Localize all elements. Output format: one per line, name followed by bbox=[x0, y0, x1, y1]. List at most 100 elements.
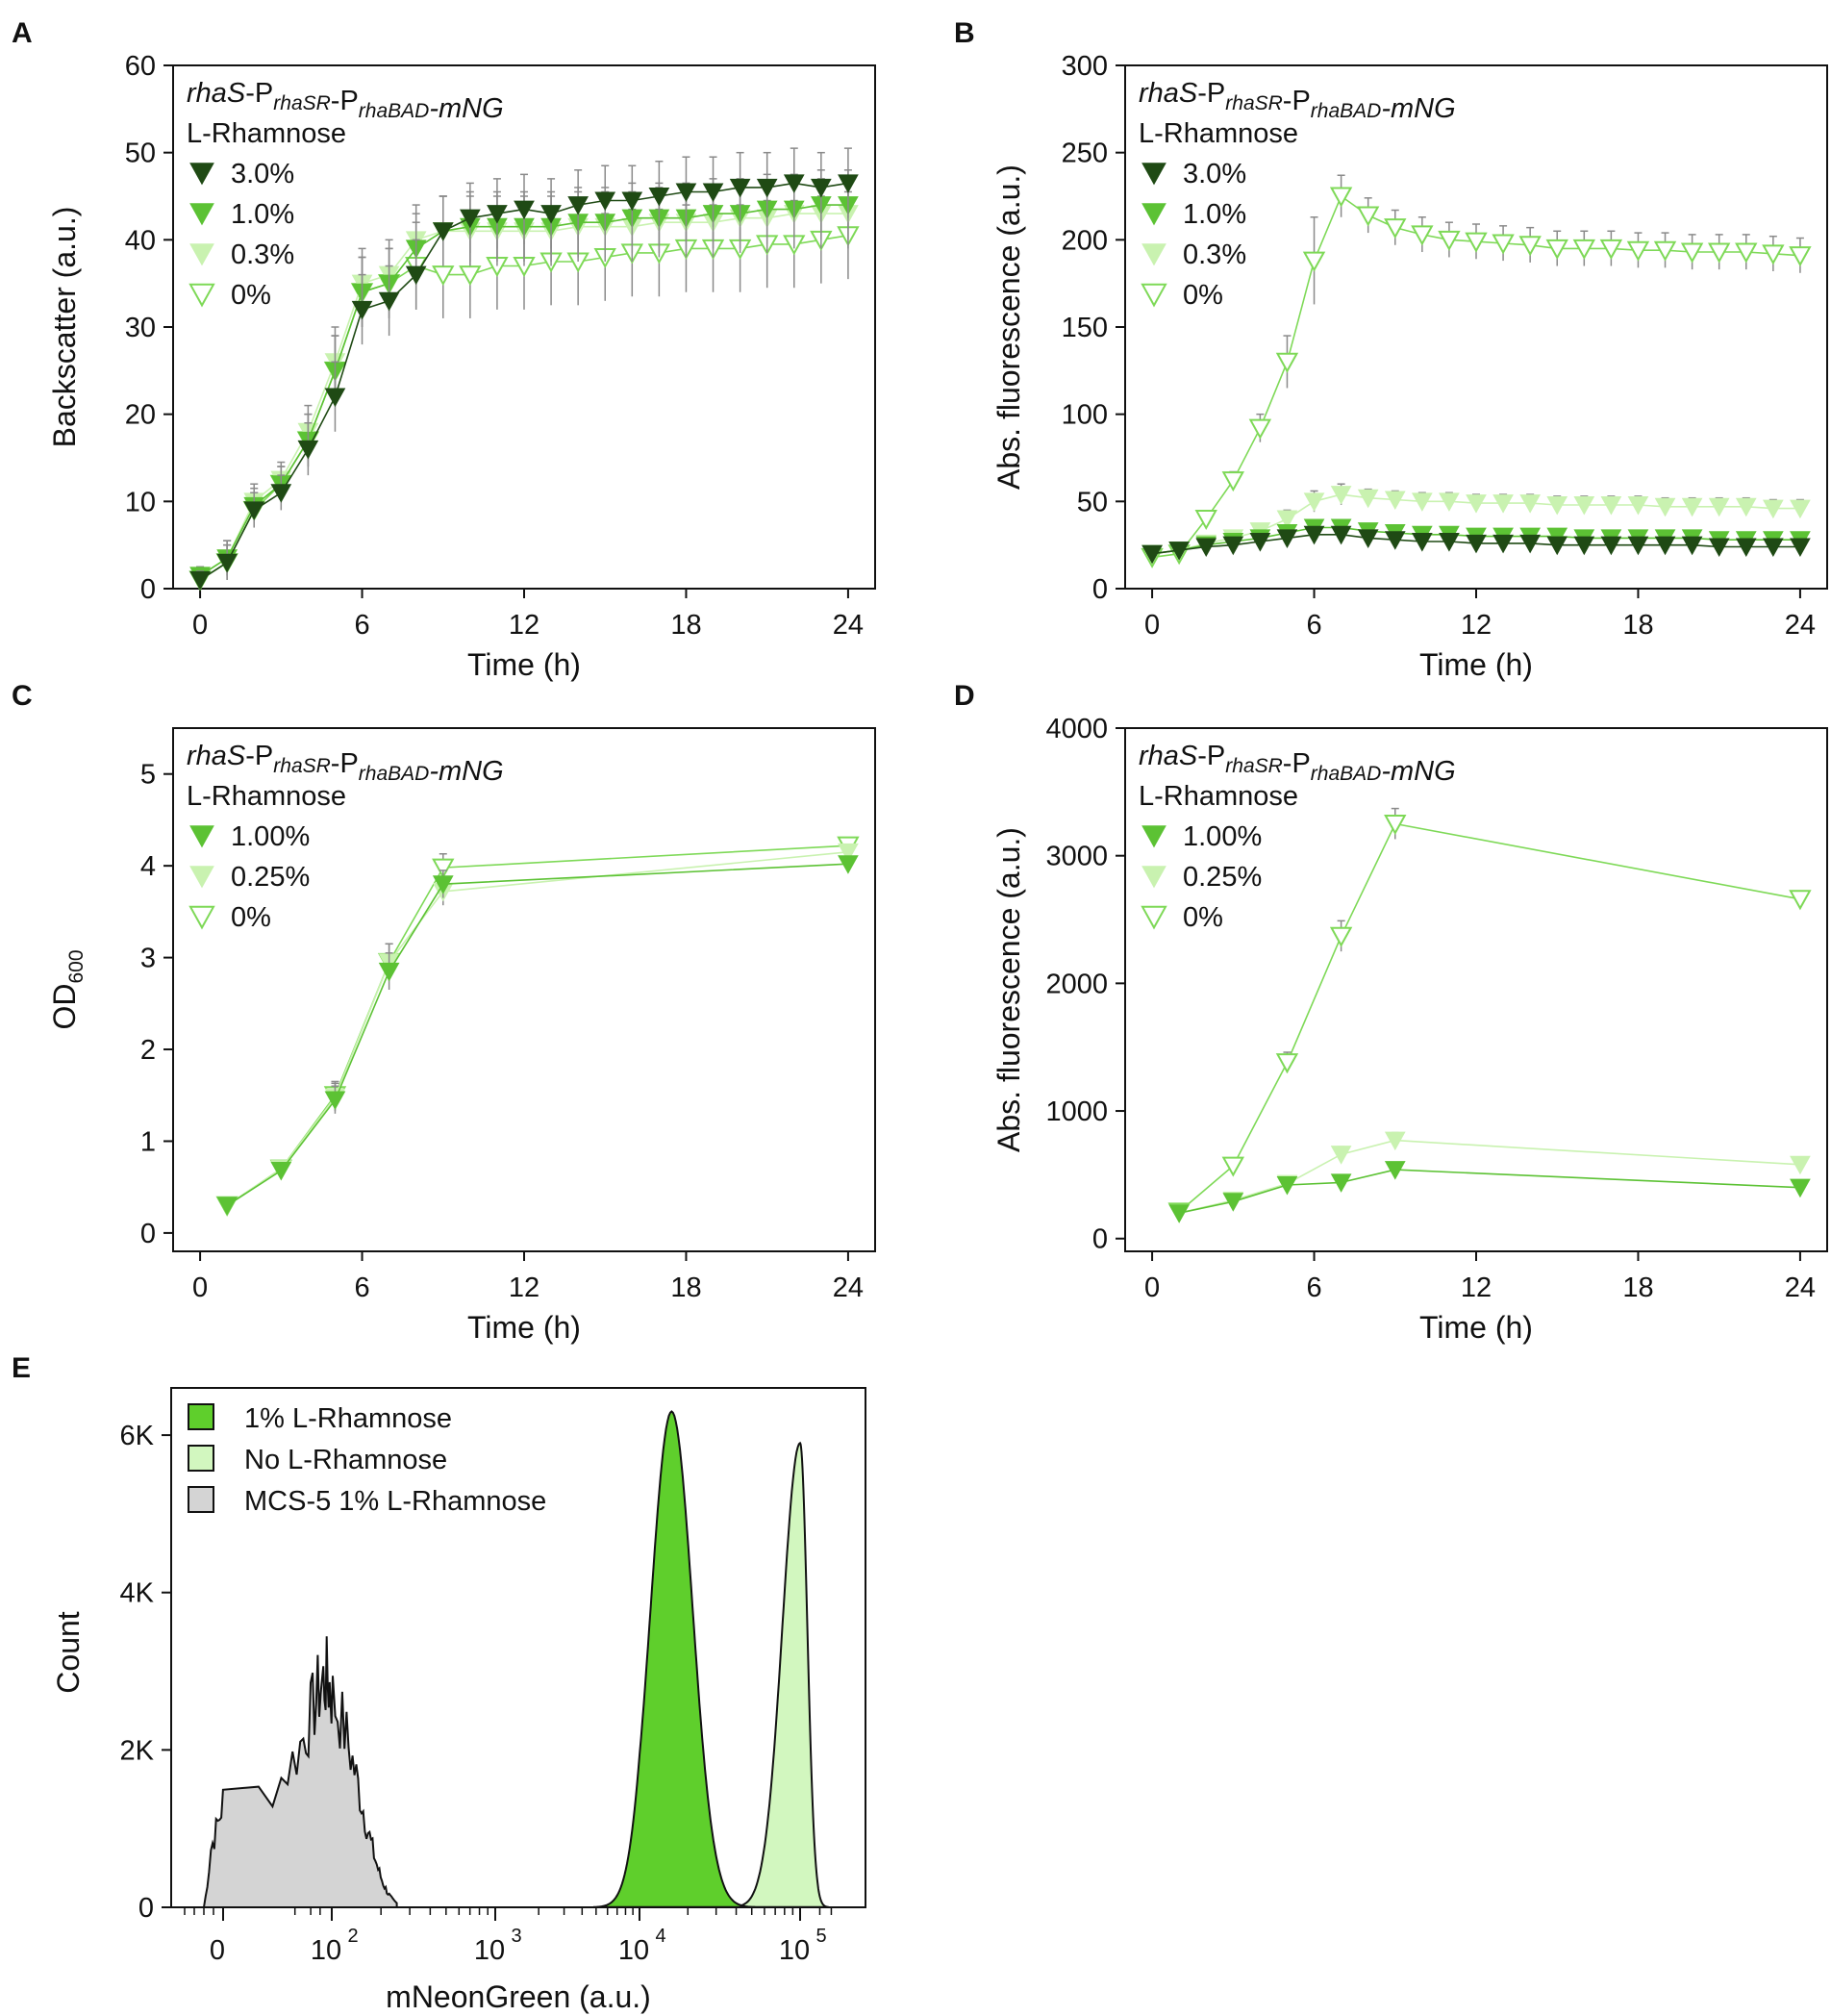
legend-title-part: rhaS bbox=[1139, 78, 1198, 109]
data-point bbox=[1439, 492, 1460, 512]
data-point bbox=[1168, 542, 1191, 561]
data-point bbox=[1518, 236, 1542, 257]
data-point bbox=[1466, 534, 1487, 554]
x-tick-label: 18 bbox=[670, 610, 701, 641]
x-tick-label: 10 bbox=[474, 1935, 505, 1966]
data-point bbox=[783, 174, 805, 193]
legend-title-part: rhaSR bbox=[273, 755, 331, 777]
y-tick-label: 1 bbox=[140, 1126, 156, 1157]
data-point bbox=[189, 570, 211, 591]
x-axis-label: mNeonGreen (a.u.) bbox=[386, 1979, 651, 2014]
legend-label: 0.25% bbox=[1183, 862, 1262, 893]
data-point bbox=[459, 209, 481, 229]
data-point bbox=[1195, 538, 1217, 558]
data-point bbox=[1330, 1146, 1352, 1165]
data-point bbox=[838, 843, 859, 863]
y-axis-label: OD600 bbox=[47, 949, 88, 1029]
legend-title-part: rhaSR bbox=[1225, 92, 1283, 114]
data-point bbox=[1790, 1155, 1811, 1175]
data-point bbox=[1329, 926, 1353, 947]
data-point bbox=[1330, 486, 1352, 505]
data-point bbox=[702, 183, 724, 202]
data-point bbox=[648, 188, 670, 207]
data-point bbox=[487, 205, 508, 224]
legend-title-part: -mNG bbox=[429, 756, 503, 787]
legend-marker bbox=[1141, 283, 1167, 308]
y-tick-label: 50 bbox=[125, 139, 156, 169]
x-tick-label: 10 bbox=[311, 1935, 341, 1966]
y-axis-label-sub: 600 bbox=[65, 949, 88, 983]
data-point bbox=[1329, 187, 1353, 208]
legend-marker bbox=[188, 283, 215, 308]
legend-label: MCS-5 1% L-Rhamnose bbox=[244, 1486, 546, 1517]
x-axis-label: Time (h) bbox=[467, 647, 581, 682]
data-point bbox=[1573, 536, 1595, 556]
data-point bbox=[1222, 1193, 1244, 1212]
data-point bbox=[1330, 1173, 1352, 1193]
legend-title-part: -mNG bbox=[429, 93, 503, 124]
data-point bbox=[1249, 533, 1271, 552]
series-line bbox=[1179, 1169, 1800, 1214]
legend-title-part: rhaS bbox=[187, 741, 246, 771]
data-point bbox=[1384, 815, 1407, 836]
x-tick-label: 0 bbox=[1144, 610, 1160, 641]
data-point bbox=[432, 858, 455, 879]
legend-title-part: -P bbox=[1197, 78, 1225, 109]
data-point bbox=[1168, 1204, 1191, 1223]
panel-letter-e: E bbox=[12, 1352, 31, 1384]
legend-marker bbox=[1141, 825, 1166, 848]
x-tick-label: 24 bbox=[1785, 610, 1816, 641]
x-tick-label: 12 bbox=[1461, 610, 1492, 641]
legend-title-part: rhaS bbox=[1139, 741, 1198, 771]
y-tick-label: 30 bbox=[125, 313, 156, 343]
data-point bbox=[1573, 495, 1595, 516]
x-tick-label: 0 bbox=[192, 1273, 208, 1303]
series-line bbox=[226, 863, 848, 1206]
legend-marker bbox=[189, 163, 214, 186]
data-point bbox=[1384, 1161, 1406, 1180]
data-point bbox=[432, 265, 455, 287]
data-point bbox=[1627, 495, 1649, 516]
data-point bbox=[1790, 1178, 1811, 1198]
legend-marker bbox=[188, 905, 215, 930]
legend-label: 1% L-Rhamnose bbox=[244, 1403, 452, 1434]
series-line bbox=[226, 844, 848, 1206]
legend-title-part: -P bbox=[331, 748, 359, 779]
data-point bbox=[1626, 240, 1650, 262]
data-point bbox=[432, 222, 454, 241]
y-tick-label: 200 bbox=[1062, 225, 1108, 256]
data-point bbox=[675, 183, 697, 202]
data-point bbox=[1681, 497, 1703, 517]
x-tick-exponent: 4 bbox=[655, 1926, 665, 1947]
data-point bbox=[459, 265, 482, 287]
y-axis-label: Abs. fluorescence (a.u.) bbox=[991, 164, 1026, 490]
data-point bbox=[1411, 225, 1434, 246]
data-point bbox=[324, 388, 346, 408]
data-point bbox=[1572, 239, 1596, 260]
panel-letter-a: A bbox=[12, 17, 33, 49]
legend-label: 0.25% bbox=[231, 862, 310, 893]
legend-subtitle: L-Rhamnose bbox=[187, 781, 346, 812]
legend-label: 1.0% bbox=[1183, 199, 1246, 230]
data-point bbox=[1708, 497, 1730, 517]
legend-label: 3.0% bbox=[1183, 159, 1246, 189]
x-tick-label: 6 bbox=[1306, 610, 1321, 641]
legend-title-part: -P bbox=[245, 741, 273, 771]
data-point bbox=[324, 1091, 346, 1111]
data-point bbox=[1600, 495, 1622, 516]
data-point bbox=[1654, 536, 1676, 556]
data-point bbox=[1599, 239, 1623, 260]
data-point bbox=[838, 174, 859, 193]
data-point bbox=[1439, 533, 1460, 552]
legend-swatch bbox=[188, 1403, 214, 1430]
data-point bbox=[567, 196, 589, 215]
y-axis-label: Abs. fluorescence (a.u.) bbox=[991, 827, 1026, 1152]
legend-title-part: rhaSR bbox=[273, 92, 331, 114]
data-point bbox=[1384, 218, 1407, 239]
panel-letter-b: B bbox=[954, 17, 975, 49]
data-point bbox=[1735, 242, 1758, 264]
y-tick-label: 4 bbox=[140, 851, 156, 882]
